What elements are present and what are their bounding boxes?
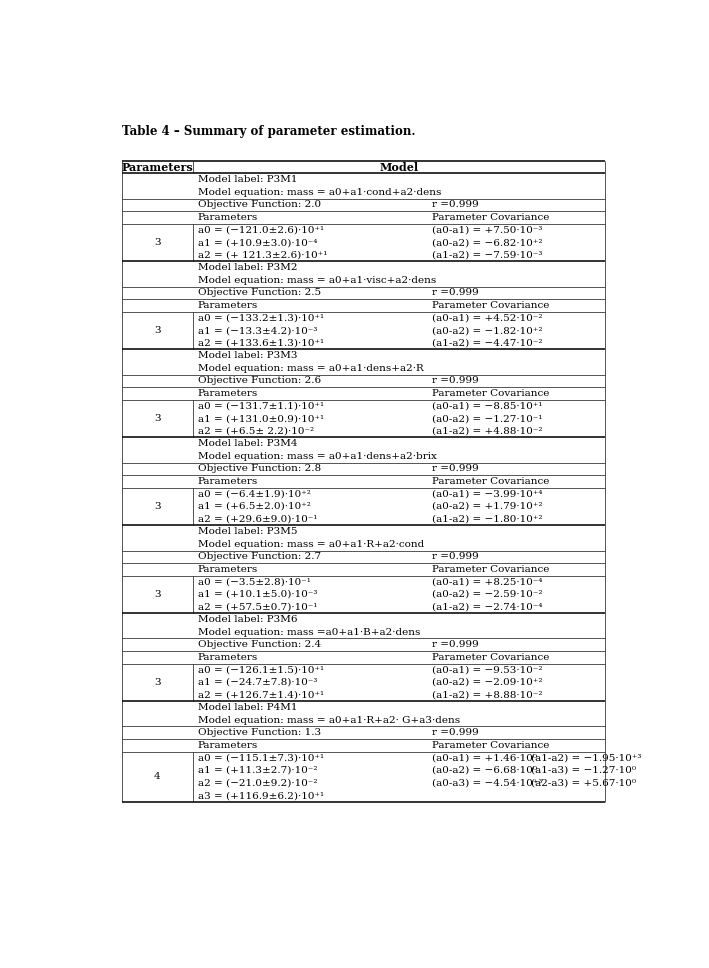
Text: Parameter Covariance: Parameter Covariance <box>432 301 549 310</box>
Text: a1 = (+11.3±2.7)·10⁻²: a1 = (+11.3±2.7)·10⁻² <box>198 766 317 775</box>
Text: Model equation: mass = a0+a1·R+a2·cond: Model equation: mass = a0+a1·R+a2·cond <box>198 540 424 549</box>
Text: Parameter Covariance: Parameter Covariance <box>432 213 549 222</box>
Text: Model equation: mass = a0+a1·dens+a2·brix: Model equation: mass = a0+a1·dens+a2·bri… <box>198 452 437 461</box>
Text: Model label: P3M3: Model label: P3M3 <box>198 351 297 360</box>
Text: Parameters: Parameters <box>198 389 258 398</box>
Text: (a0-a2) = −6.68·10⁰: (a0-a2) = −6.68·10⁰ <box>432 766 537 775</box>
Text: a2 = (−21.0±9.2)·10⁻²: a2 = (−21.0±9.2)·10⁻² <box>198 778 317 788</box>
Text: (a1-a2) = −7.59·10⁻³: (a1-a2) = −7.59·10⁻³ <box>432 251 542 259</box>
Text: Model: Model <box>379 162 419 172</box>
Text: (a1-a2) = −4.47·10⁻²: (a1-a2) = −4.47·10⁻² <box>432 339 542 348</box>
Text: Parameter Covariance: Parameter Covariance <box>432 477 549 486</box>
Text: (a0-a2) = +1.79·10⁺²: (a0-a2) = +1.79·10⁺² <box>432 502 542 511</box>
Text: a3 = (+116.9±6.2)·10⁺¹: a3 = (+116.9±6.2)·10⁺¹ <box>198 791 324 801</box>
Text: a0 = (−121.0±2.6)·10⁺¹: a0 = (−121.0±2.6)·10⁺¹ <box>198 226 324 234</box>
Text: (a0-a1) = +7.50·10⁻³: (a0-a1) = +7.50·10⁻³ <box>432 226 542 234</box>
Text: (a1-a2) = −1.95·10⁺³: (a1-a2) = −1.95·10⁺³ <box>531 753 642 763</box>
Text: a2 = (+57.5±0.7)·10⁻¹: a2 = (+57.5±0.7)·10⁻¹ <box>198 602 317 612</box>
Text: a0 = (−3.5±2.8)·10⁻¹: a0 = (−3.5±2.8)·10⁻¹ <box>198 578 311 587</box>
Text: (a1-a2) = −2.74·10⁻⁴: (a1-a2) = −2.74·10⁻⁴ <box>432 602 542 612</box>
Text: Model label: P3M6: Model label: P3M6 <box>198 615 297 624</box>
Text: (a0-a1) = −9.53·10⁻²: (a0-a1) = −9.53·10⁻² <box>432 665 542 675</box>
Text: Objective Function: 2.8: Objective Function: 2.8 <box>198 465 320 473</box>
Text: (a2-a3) = +5.67·10⁰: (a2-a3) = +5.67·10⁰ <box>531 778 636 788</box>
Text: 3: 3 <box>154 678 161 687</box>
Text: (a0-a1) = −8.85·10⁺¹: (a0-a1) = −8.85·10⁺¹ <box>432 402 542 410</box>
Text: Objective Function: 1.3: Objective Function: 1.3 <box>198 728 320 738</box>
Text: Parameters: Parameters <box>198 213 258 222</box>
Text: (a0-a3) = −4.54·10⁺³: (a0-a3) = −4.54·10⁺³ <box>432 778 542 788</box>
Text: a2 = (+133.6±1.3)·10⁺¹: a2 = (+133.6±1.3)·10⁺¹ <box>198 339 324 348</box>
Text: (a0-a2) = −1.27·10⁻¹: (a0-a2) = −1.27·10⁻¹ <box>432 414 542 423</box>
Text: r =0.999: r =0.999 <box>432 200 479 209</box>
Text: a2 = (+6.5± 2.2)·10⁻²: a2 = (+6.5± 2.2)·10⁻² <box>198 427 313 436</box>
Text: a0 = (−131.7±1.1)·10⁺¹: a0 = (−131.7±1.1)·10⁺¹ <box>198 402 324 410</box>
Text: (a0-a2) = −1.82·10⁺²: (a0-a2) = −1.82·10⁺² <box>432 326 542 335</box>
Text: Parameter Covariance: Parameter Covariance <box>432 389 549 398</box>
Text: Model label: P3M5: Model label: P3M5 <box>198 528 297 536</box>
Text: a1 = (−24.7±7.8)·10⁻³: a1 = (−24.7±7.8)·10⁻³ <box>198 678 317 687</box>
Text: (a1-a2) = +4.88·10⁻²: (a1-a2) = +4.88·10⁻² <box>432 427 542 436</box>
Text: Model equation: mass = a0+a1·R+a2· G+a3·dens: Model equation: mass = a0+a1·R+a2· G+a3·… <box>198 715 459 725</box>
Text: Parameter Covariance: Parameter Covariance <box>432 565 549 574</box>
Text: Model equation: mass = a0+a1·cond+a2·dens: Model equation: mass = a0+a1·cond+a2·den… <box>198 188 441 197</box>
Text: a1 = (+131.0±0.9)·10⁺¹: a1 = (+131.0±0.9)·10⁺¹ <box>198 414 324 423</box>
Text: Objective Function: 2.4: Objective Function: 2.4 <box>198 640 320 650</box>
Text: 3: 3 <box>154 590 161 599</box>
Text: (a0-a2) = −2.09·10⁺²: (a0-a2) = −2.09·10⁺² <box>432 678 542 687</box>
Text: r =0.999: r =0.999 <box>432 377 479 385</box>
Text: a1 = (−13.3±4.2)·10⁻³: a1 = (−13.3±4.2)·10⁻³ <box>198 326 317 335</box>
Text: a1 = (+6.5±2.0)·10⁺²: a1 = (+6.5±2.0)·10⁺² <box>198 502 311 511</box>
Text: a0 = (−115.1±7.3)·10⁺¹: a0 = (−115.1±7.3)·10⁺¹ <box>198 753 324 763</box>
Text: a0 = (−6.4±1.9)·10⁺²: a0 = (−6.4±1.9)·10⁺² <box>198 490 311 499</box>
Text: (a1-a2) = +8.88·10⁻²: (a1-a2) = +8.88·10⁻² <box>432 690 542 700</box>
Text: 3: 3 <box>154 502 161 511</box>
Text: (a0-a2) = −6.82·10⁺²: (a0-a2) = −6.82·10⁺² <box>432 238 542 247</box>
Text: Parameter Covariance: Parameter Covariance <box>432 741 549 750</box>
Text: r =0.999: r =0.999 <box>432 465 479 473</box>
Text: Parameters: Parameters <box>198 741 258 750</box>
Text: 3: 3 <box>154 414 161 423</box>
Text: a0 = (−126.1±1.5)·10⁺¹: a0 = (−126.1±1.5)·10⁺¹ <box>198 665 324 675</box>
Text: (a0-a1) = +8.25·10⁻⁴: (a0-a1) = +8.25·10⁻⁴ <box>432 578 542 587</box>
Text: Objective Function: 2.5: Objective Function: 2.5 <box>198 288 320 297</box>
Text: Objective Function: 2.7: Objective Function: 2.7 <box>198 553 320 561</box>
Text: Model label: P3M1: Model label: P3M1 <box>198 175 297 184</box>
Text: Parameter Covariance: Parameter Covariance <box>432 652 549 662</box>
Text: Parameters: Parameters <box>198 477 258 486</box>
Text: a2 = (+126.7±1.4)·10⁺¹: a2 = (+126.7±1.4)·10⁺¹ <box>198 690 324 700</box>
Text: Model label: P3M4: Model label: P3M4 <box>198 439 297 448</box>
Text: Model equation: mass = a0+a1·visc+a2·dens: Model equation: mass = a0+a1·visc+a2·den… <box>198 276 436 285</box>
Text: a0 = (−133.2±1.3)·10⁺¹: a0 = (−133.2±1.3)·10⁺¹ <box>198 314 324 322</box>
Text: r =0.999: r =0.999 <box>432 728 479 738</box>
Text: a2 = (+ 121.3±2.6)·10⁺¹: a2 = (+ 121.3±2.6)·10⁺¹ <box>198 251 327 259</box>
Text: Parameters: Parameters <box>121 162 194 172</box>
Text: 3: 3 <box>154 238 161 247</box>
Text: (a0-a1) = −3.99·10⁺⁴: (a0-a1) = −3.99·10⁺⁴ <box>432 490 542 499</box>
Text: Parameters: Parameters <box>198 301 258 310</box>
Text: 3: 3 <box>154 326 161 335</box>
Text: Model equation: mass =a0+a1·B+a2·dens: Model equation: mass =a0+a1·B+a2·dens <box>198 627 420 637</box>
Text: a1 = (+10.1±5.0)·10⁻³: a1 = (+10.1±5.0)·10⁻³ <box>198 590 317 599</box>
Text: r =0.999: r =0.999 <box>432 288 479 297</box>
Text: (a1-a2) = −1.80·10⁺²: (a1-a2) = −1.80·10⁺² <box>432 515 542 524</box>
Text: (a0-a2) = −2.59·10⁻²: (a0-a2) = −2.59·10⁻² <box>432 590 542 599</box>
Text: a2 = (+29.6±9.0)·10⁻¹: a2 = (+29.6±9.0)·10⁻¹ <box>198 515 317 524</box>
Text: r =0.999: r =0.999 <box>432 640 479 650</box>
Text: Objective Function: 2.6: Objective Function: 2.6 <box>198 377 320 385</box>
Text: Model equation: mass = a0+a1·dens+a2·R: Model equation: mass = a0+a1·dens+a2·R <box>198 364 423 373</box>
Text: r =0.999: r =0.999 <box>432 553 479 561</box>
Text: (a0-a1) = +4.52·10⁻²: (a0-a1) = +4.52·10⁻² <box>432 314 542 322</box>
Text: Model label: P4M1: Model label: P4M1 <box>198 703 297 712</box>
Text: (a1-a3) = −1.27·10⁰: (a1-a3) = −1.27·10⁰ <box>531 766 636 775</box>
Text: Table 4 – Summary of parameter estimation.: Table 4 – Summary of parameter estimatio… <box>122 125 415 138</box>
Text: 4: 4 <box>154 772 161 781</box>
Text: Parameters: Parameters <box>198 565 258 574</box>
Text: Objective Function: 2.0: Objective Function: 2.0 <box>198 200 320 209</box>
Text: (a0-a1) = +1.46·10⁰: (a0-a1) = +1.46·10⁰ <box>432 753 537 763</box>
Text: Model label: P3M2: Model label: P3M2 <box>198 263 297 272</box>
Text: a1 = (+10.9±3.0)·10⁻⁴: a1 = (+10.9±3.0)·10⁻⁴ <box>198 238 317 247</box>
Text: Parameters: Parameters <box>198 652 258 662</box>
